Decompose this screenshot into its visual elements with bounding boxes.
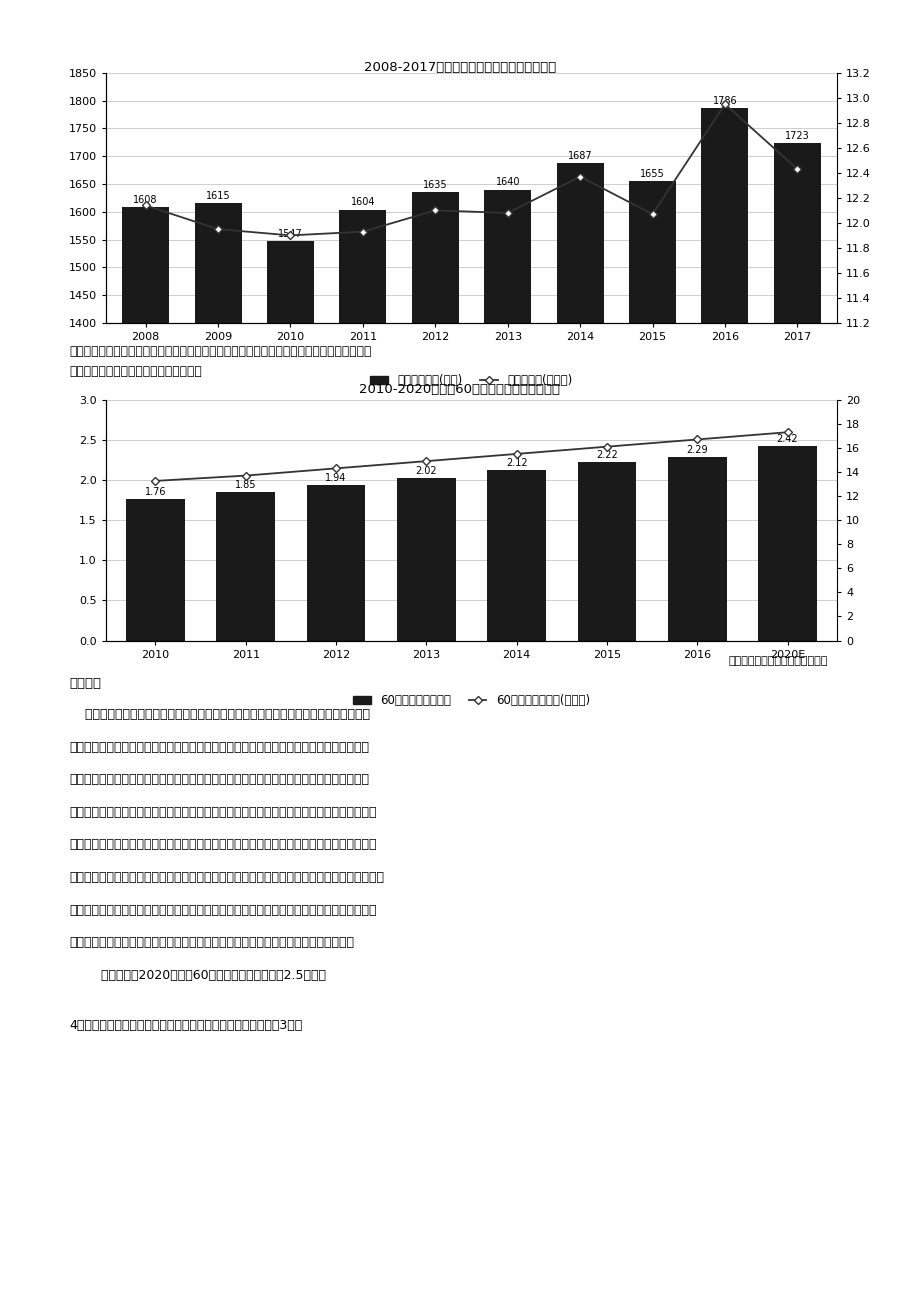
Bar [700,108,748,1100]
Text: 年医疗卫生服务体系逐步健全，服务能力不断加强。尽管老年健康服务机构数量逐步增长，但: 年医疗卫生服务体系逐步健全，服务能力不断加强。尽管老年健康服务机构数量逐步增长，… [69,838,376,852]
Text: 着老龄化程度不断加深，我国老年健康服务的刚性需袌将不断释放。《十二五》时期，我国老: 着老龄化程度不断加深，我国老年健康服务的刚性需袌将不断释放。《十二五》时期，我国… [69,806,376,819]
Bar [216,492,275,641]
Text: （以上数据均来源于国家统计局）: （以上数据均来源于国家统计局） [728,656,827,667]
Bar [773,143,820,1100]
Bar [487,470,545,641]
Text: 1.76: 1.76 [144,487,166,497]
Text: 养老社区，中医药保健等方式使老年人健康服务更为多元化，推动老年病养护、防治。: 养老社区，中医药保健等方式使老年人健康服务更为多元化，推动老年病养护、防治。 [69,936,354,949]
Text: 2.29: 2.29 [686,445,708,454]
Text: 2.12: 2.12 [505,458,527,469]
Text: 2010-2020年我国60岁及以上人口数量及比重: 2010-2020年我国60岁及以上人口数量及比重 [359,383,560,396]
Legend: 60岁以上人口：亿人, 60岁以上人口比重(百分比): 60岁以上人口：亿人, 60岁以上人口比重(百分比) [348,689,594,712]
Text: 1640: 1640 [495,177,519,187]
Bar [556,164,603,1100]
Bar [397,478,455,641]
Text: 动医养结合服务，重点为失能、失智老人提供所需的医疗护理和长期生活照护服务，并以建立: 动医养结合服务，重点为失能、失智老人提供所需的医疗护理和长期生活照护服务，并以建… [69,904,376,917]
Text: （摘编自《2020年我国60岁及以上老年人口将达2.5亿》）: （摘编自《2020年我国60岁及以上老年人口将达2.5亿》） [69,969,325,982]
Text: 1604: 1604 [350,198,375,207]
Text: 1.85: 1.85 [234,480,256,490]
Text: 2.42: 2.42 [776,435,798,444]
Text: 4．下列对于材料二相关内容的理解和分析，不正确的一项是（3分）: 4．下列对于材料二相关内容的理解和分析，不正确的一项是（3分） [69,1019,302,1032]
Bar [757,447,816,641]
Text: 1.94: 1.94 [325,473,346,483]
Text: 2.02: 2.02 [415,466,437,477]
Text: 1547: 1547 [278,229,302,240]
Bar [122,207,169,1100]
Bar [412,193,459,1100]
Bar [629,181,675,1100]
Text: 在国家还处于欠发达的状况下，人口老龄化问题是关系到国计民生和国家长治久安等方: 在国家还处于欠发达的状况下，人口老龄化问题是关系到国计民生和国家长治久安等方 [69,708,369,721]
Text: 面的重大战略性问题。为此，国家已从宏观和战略的高度制定了人口老龄化问题的中长期政: 面的重大战略性问题。为此，国家已从宏观和战略的高度制定了人口老龄化问题的中长期政 [69,741,369,754]
Bar [194,203,242,1100]
Text: 策和长远规划，并争取以较短的时间建立多层次、广覆盖的社会保障体系和养老保险制度随: 策和长远规划，并争取以较短的时间建立多层次、广覆盖的社会保障体系和养老保险制度随 [69,773,369,786]
Text: 材料三：: 材料三： [69,677,101,690]
Text: 人口的出生水平，一般用千分数来表示。: 人口的出生水平，一般用千分数来表示。 [69,365,201,378]
Text: 《注》人口出生率指某地在一个时期之内（通常指一年）出生人数与平均人口之比，它反映出: 《注》人口出生率指某地在一个时期之内（通常指一年）出生人数与平均人口之比，它反映… [69,345,371,358]
Legend: 新生人口数量(万人), 人口出生率(千分比): 新生人口数量(万人), 人口出生率(千分比) [365,370,577,392]
Text: 2008-2017年中国新生人口数量及人口出生率: 2008-2017年中国新生人口数量及人口出生率 [364,61,555,74]
Text: 1615: 1615 [206,191,230,202]
Text: 1635: 1635 [423,180,448,190]
Bar [267,241,313,1100]
Text: 1608: 1608 [133,195,158,206]
Bar [126,499,185,641]
Text: 1687: 1687 [567,151,592,161]
Text: 1655: 1655 [640,169,664,178]
Bar [306,484,365,641]
Bar [667,457,726,641]
Bar [483,190,530,1100]
Bar [339,210,386,1100]
Bar [577,462,636,641]
Text: 2.22: 2.22 [596,450,618,461]
Text: 1786: 1786 [712,96,736,107]
Text: 1723: 1723 [784,132,809,141]
Text: 适应老年人健康需求的综合性、连续性服务体系尚未建立。在《十三五》期间，我国强调要积推: 适应老年人健康需求的综合性、连续性服务体系尚未建立。在《十三五》期间，我国强调要… [69,871,383,884]
